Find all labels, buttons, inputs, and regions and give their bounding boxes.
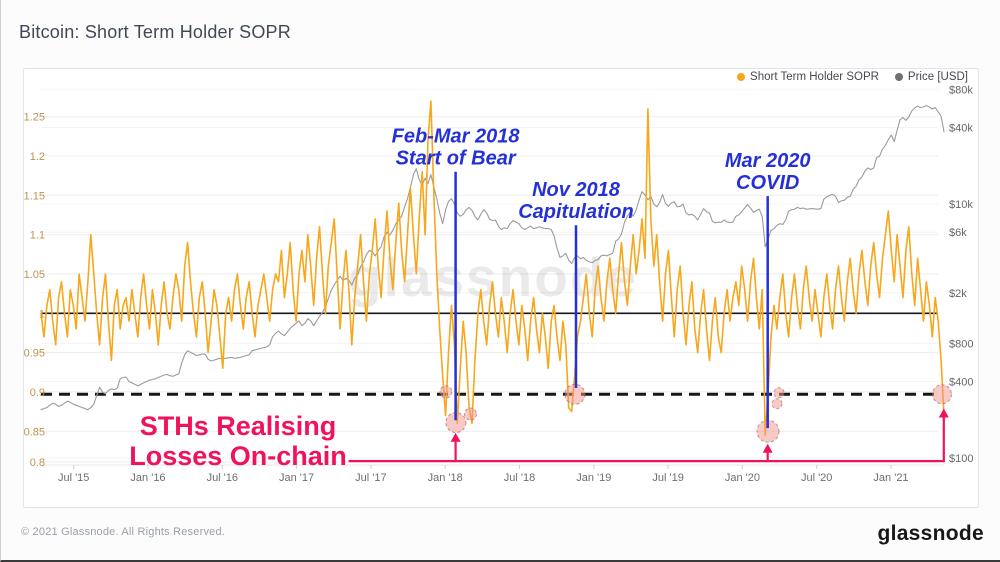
svg-text:Jan '20: Jan '20	[725, 472, 760, 484]
svg-text:$400: $400	[949, 377, 973, 389]
svg-text:Jan '16: Jan '16	[130, 472, 165, 484]
svg-text:0.85: 0.85	[24, 426, 45, 438]
svg-text:1.15: 1.15	[24, 190, 45, 202]
pink-annotation-text: STHs Realising Losses On-chain	[129, 411, 347, 471]
copyright-text: © 2021 Glassnode. All Rights Reserved.	[21, 526, 226, 538]
svg-text:$2k: $2k	[949, 288, 967, 300]
right-axis: $80k $40k $10k $6k $2k $800 $400 $100	[949, 84, 973, 465]
event-circles	[439, 383, 952, 443]
svg-text:1: 1	[39, 308, 45, 320]
chart-legend[interactable]: Short Term Holder SOPR Price [USD]	[737, 71, 968, 83]
blue-annotations: Feb-Mar 2018 Start of Bear Nov 2018 Capitul…	[392, 126, 811, 429]
svg-text:$40k: $40k	[949, 123, 973, 135]
chart-panel	[23, 68, 979, 508]
legend-price-label: Price [USD]	[907, 71, 968, 83]
svg-text:$800: $800	[949, 338, 973, 350]
svg-text:Jul '15: Jul '15	[58, 472, 89, 484]
legend-item-sopr[interactable]: Short Term Holder SOPR	[737, 71, 879, 83]
svg-text:$100: $100	[949, 453, 973, 465]
pink-annotation: STHs Realising Losses On-chain	[129, 408, 949, 471]
svg-text:0.9: 0.9	[30, 387, 45, 399]
svg-text:$10k: $10k	[949, 199, 973, 211]
legend-item-price[interactable]: Price [USD]	[894, 71, 968, 83]
svg-text:1.25: 1.25	[24, 112, 45, 124]
left-axis: 1.25 1.2 1.15 1.1 1.05 1 0.95 0.9 0.85 0.8	[24, 112, 45, 469]
sopr-line	[40, 100, 945, 437]
svg-text:Jan '19: Jan '19	[576, 472, 611, 484]
glassnode-logo: glassnode	[877, 522, 984, 545]
svg-text:Jan '18: Jan '18	[428, 472, 463, 484]
svg-text:0.95: 0.95	[24, 348, 45, 360]
svg-text:Jul '18: Jul '18	[504, 472, 535, 484]
svg-text:1.2: 1.2	[30, 151, 45, 163]
svg-text:1.1: 1.1	[30, 230, 45, 242]
price-series-dot-icon	[894, 73, 903, 81]
blue-annotation-text: Mar 2020 COVID	[725, 150, 811, 194]
svg-text:Jan '17: Jan '17	[279, 472, 314, 484]
page-title: Bitcoin: Short Term Holder SOPR	[19, 22, 291, 42]
blue-annotation-text: Feb-Mar 2018 Start of Bear	[392, 126, 521, 170]
svg-text:Jul '16: Jul '16	[207, 472, 238, 484]
svg-text:Jul '20: Jul '20	[801, 472, 832, 484]
sopr-series-dot-icon	[737, 73, 746, 81]
svg-text:0.8: 0.8	[30, 457, 45, 469]
svg-text:$6k: $6k	[949, 227, 967, 239]
x-axis: Jul '15 Jan '16 Jul '16 Jan '17 Jul '17 Jan '…	[58, 465, 909, 484]
svg-text:1.05: 1.05	[24, 269, 45, 281]
blue-annotation-text: Nov 2018 Capitulation	[518, 179, 634, 223]
svg-text:Jan '21: Jan '21	[873, 472, 908, 484]
legend-sopr-label: Short Term Holder SOPR	[750, 71, 879, 83]
reference-lines	[41, 312, 938, 396]
svg-text:$80k: $80k	[949, 84, 973, 96]
svg-text:Jul '17: Jul '17	[355, 472, 386, 484]
svg-text:Jul '19: Jul '19	[652, 472, 683, 484]
price-line	[40, 105, 945, 411]
